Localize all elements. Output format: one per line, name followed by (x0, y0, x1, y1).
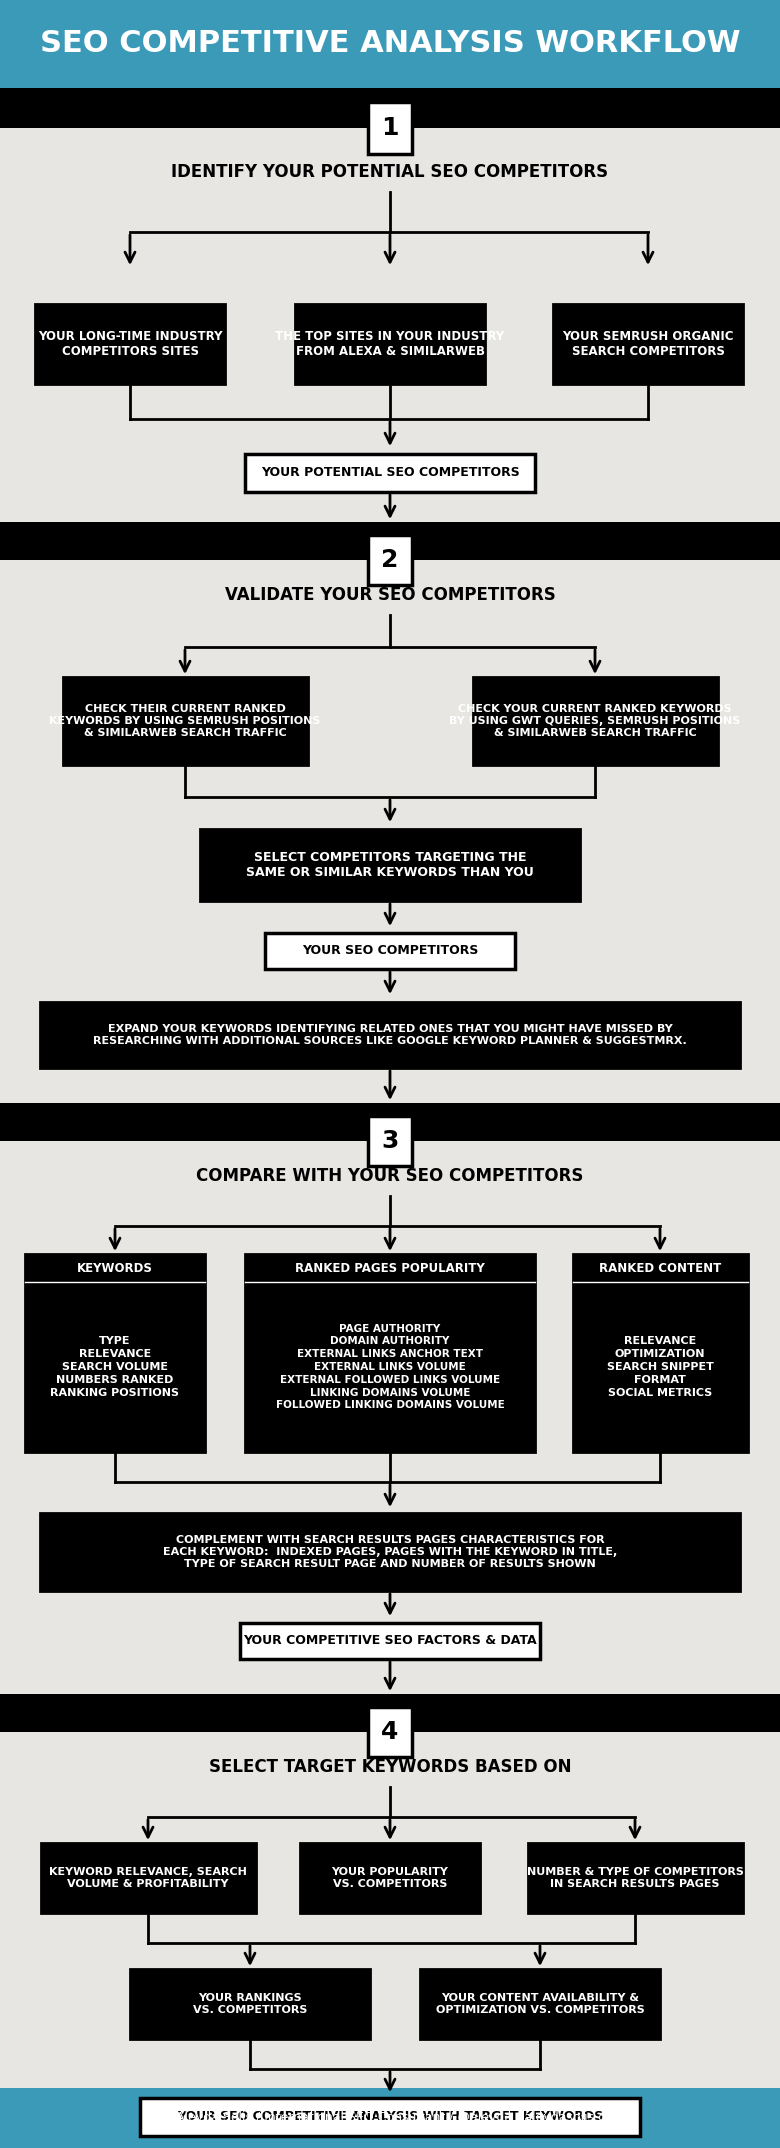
Text: CHECK THEIR CURRENT RANKED
KEYWORDS BY USING SEMRUSH POSITIONS
& SIMILARWEB SEAR: CHECK THEIR CURRENT RANKED KEYWORDS BY U… (49, 705, 321, 739)
FancyBboxPatch shape (300, 1843, 480, 1914)
Text: IDENTIFY YOUR POTENTIAL SEO COMPETITORS: IDENTIFY YOUR POTENTIAL SEO COMPETITORS (172, 163, 608, 180)
Bar (0, 1695, 780, 1731)
FancyBboxPatch shape (130, 1970, 370, 2038)
Text: YOUR SEMRUSH ORGANIC
SEARCH COMPETITORS: YOUR SEMRUSH ORGANIC SEARCH COMPETITORS (562, 331, 734, 359)
FancyBboxPatch shape (527, 1843, 743, 1914)
FancyBboxPatch shape (25, 1254, 205, 1452)
Text: SELECT TARGET KEYWORDS BASED ON: SELECT TARGET KEYWORDS BASED ON (209, 1757, 571, 1776)
FancyBboxPatch shape (368, 1117, 412, 1166)
Text: SEO COMPETITIVE ANALYSIS WORKFLOW: SEO COMPETITIVE ANALYSIS WORKFLOW (40, 30, 740, 58)
Text: YOUR CONTENT AVAILABILITY &
OPTIMIZATION VS. COMPETITORS: YOUR CONTENT AVAILABILITY & OPTIMIZATION… (435, 1993, 644, 2015)
Text: RELEVANCE
OPTIMIZATION
SEARCH SNIPPET
FORMAT
SOCIAL METRICS: RELEVANCE OPTIMIZATION SEARCH SNIPPET FO… (607, 1336, 714, 1398)
Text: KEYWORDS: KEYWORDS (77, 1261, 153, 1274)
FancyBboxPatch shape (368, 101, 412, 155)
FancyBboxPatch shape (368, 535, 412, 584)
Text: COMPLEMENT WITH SEARCH RESULTS PAGES CHARACTERISTICS FOR
EACH KEYWORD:  INDEXED : COMPLEMENT WITH SEARCH RESULTS PAGES CHA… (163, 1536, 617, 1568)
FancyBboxPatch shape (40, 1512, 740, 1592)
FancyBboxPatch shape (245, 1254, 535, 1452)
Bar (0, 88, 780, 129)
Text: 1: 1 (381, 116, 399, 140)
Text: YOUR LONG-TIME INDUSTRY
COMPETITORS SITES: YOUR LONG-TIME INDUSTRY COMPETITORS SITE… (37, 331, 222, 359)
FancyBboxPatch shape (140, 2099, 640, 2135)
Text: By Aleyda Solis / International SEO Consultant / @aleyda / aleydasolis.com: By Aleyda Solis / International SEO Cons… (155, 2111, 625, 2124)
Text: CHECK YOUR CURRENT RANKED KEYWORDS
BY USING GWT QUERIES, SEMRUSH POSITIONS
& SIM: CHECK YOUR CURRENT RANKED KEYWORDS BY US… (449, 705, 741, 739)
Text: VALIDATE YOUR SEO COMPETITORS: VALIDATE YOUR SEO COMPETITORS (225, 586, 555, 604)
FancyBboxPatch shape (62, 677, 307, 765)
FancyBboxPatch shape (240, 1624, 540, 1658)
Text: RANKED PAGES POPULARITY: RANKED PAGES POPULARITY (295, 1261, 485, 1274)
FancyBboxPatch shape (35, 305, 225, 384)
Bar (0, 0, 780, 88)
Bar (0, 1104, 780, 1141)
Text: YOUR SEO COMPETITORS: YOUR SEO COMPETITORS (302, 945, 478, 958)
Text: NUMBER & TYPE OF COMPETITORS
IN SEARCH RESULTS PAGES: NUMBER & TYPE OF COMPETITORS IN SEARCH R… (526, 1867, 743, 1888)
Text: TYPE
RELEVANCE
SEARCH VOLUME
NUMBERS RANKED
RANKING POSITIONS: TYPE RELEVANCE SEARCH VOLUME NUMBERS RAN… (51, 1336, 179, 1398)
FancyBboxPatch shape (420, 1970, 660, 2038)
FancyBboxPatch shape (368, 1708, 412, 1757)
FancyBboxPatch shape (245, 453, 535, 492)
Bar (0, 522, 780, 561)
Text: YOUR POTENTIAL SEO COMPETITORS: YOUR POTENTIAL SEO COMPETITORS (261, 466, 519, 479)
FancyBboxPatch shape (295, 305, 485, 384)
Text: EXPAND YOUR KEYWORDS IDENTIFYING RELATED ONES THAT YOU MIGHT HAVE MISSED BY
RESE: EXPAND YOUR KEYWORDS IDENTIFYING RELATED… (93, 1025, 687, 1046)
Text: KEYWORD RELEVANCE, SEARCH
VOLUME & PROFITABILITY: KEYWORD RELEVANCE, SEARCH VOLUME & PROFI… (49, 1867, 247, 1888)
FancyBboxPatch shape (40, 1001, 740, 1068)
FancyBboxPatch shape (573, 1254, 747, 1452)
Text: 2: 2 (381, 548, 399, 571)
Text: THE TOP SITES IN YOUR INDUSTRY
FROM ALEXA & SIMILARWEB: THE TOP SITES IN YOUR INDUSTRY FROM ALEX… (275, 331, 505, 359)
Text: COMPARE WITH YOUR SEO COMPETITORS: COMPARE WITH YOUR SEO COMPETITORS (197, 1166, 583, 1186)
Text: 3: 3 (381, 1130, 399, 1153)
Text: YOUR POPULARITY
VS. COMPETITORS: YOUR POPULARITY VS. COMPETITORS (332, 1867, 448, 1888)
FancyBboxPatch shape (265, 932, 515, 969)
FancyBboxPatch shape (473, 677, 718, 765)
Text: 4: 4 (381, 1721, 399, 1744)
Text: YOUR COMPETITIVE SEO FACTORS & DATA: YOUR COMPETITIVE SEO FACTORS & DATA (243, 1635, 537, 1648)
Text: SELECT COMPETITORS TARGETING THE
SAME OR SIMILAR KEYWORDS THAN YOU: SELECT COMPETITORS TARGETING THE SAME OR… (246, 851, 534, 879)
Text: PAGE AUTHORITY
DOMAIN AUTHORITY
EXTERNAL LINKS ANCHOR TEXT
EXTERNAL LINKS VOLUME: PAGE AUTHORITY DOMAIN AUTHORITY EXTERNAL… (275, 1323, 505, 1411)
Text: RANKED CONTENT: RANKED CONTENT (599, 1261, 722, 1274)
Text: YOUR SEO COMPETITIVE ANALYSIS WITH TARGET KEYWORDS: YOUR SEO COMPETITIVE ANALYSIS WITH TARGE… (177, 2111, 603, 2124)
FancyBboxPatch shape (41, 1843, 256, 1914)
FancyBboxPatch shape (200, 829, 580, 900)
Bar (0, 2088, 780, 2148)
Text: YOUR RANKINGS
VS. COMPETITORS: YOUR RANKINGS VS. COMPETITORS (193, 1993, 307, 2015)
FancyBboxPatch shape (553, 305, 743, 384)
